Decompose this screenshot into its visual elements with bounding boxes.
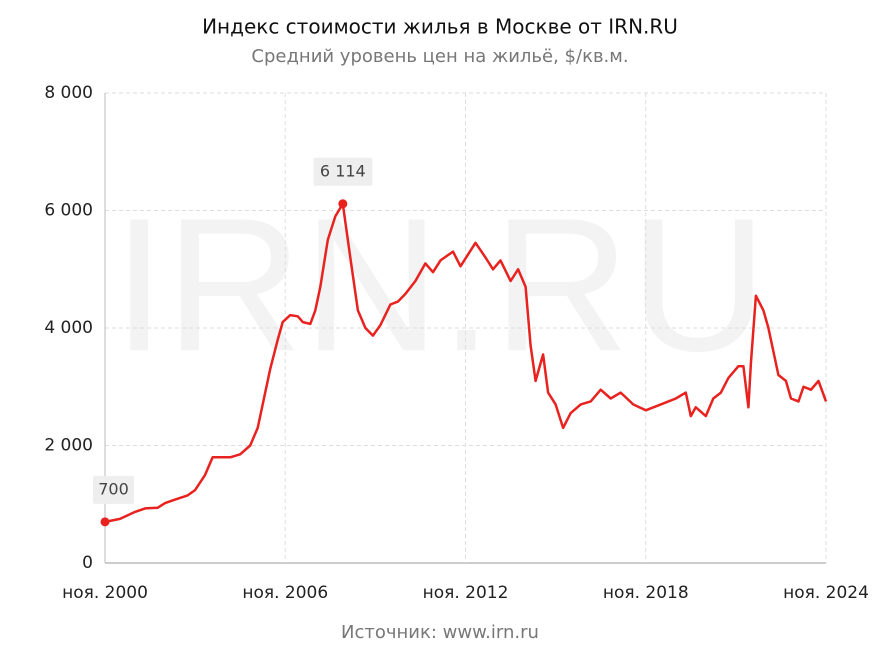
y-tick-label: 4 000	[44, 318, 93, 338]
chart-title: Индекс стоимости жилья в Москве от IRN.R…	[202, 15, 678, 39]
y-tick-label: 6 000	[44, 201, 93, 221]
label-box	[313, 157, 373, 186]
x-tick-label: ноя. 2012	[423, 583, 509, 603]
y-tick-label: 0	[82, 553, 93, 573]
x-tick-label: ноя. 2018	[603, 583, 689, 603]
label-box	[93, 475, 134, 504]
x-tick-label: ноя. 2000	[62, 583, 148, 603]
point-marker	[100, 517, 110, 527]
source: Источник: www.irn.ru	[341, 622, 539, 643]
point-marker	[338, 199, 348, 209]
x-tick-label: ноя. 2024	[783, 583, 869, 603]
data-label: 6 114	[320, 161, 366, 180]
data-label: 700	[98, 479, 129, 498]
chart-subtitle: Средний уровень цен на жильё, $/кв.м.	[251, 46, 628, 67]
y-tick-label: 8 000	[44, 83, 93, 103]
x-tick-label: ноя. 2006	[242, 583, 328, 603]
watermark: IRN.RU	[113, 179, 767, 391]
y-tick-label: 2 000	[44, 436, 93, 456]
data-line	[104, 202, 828, 524]
